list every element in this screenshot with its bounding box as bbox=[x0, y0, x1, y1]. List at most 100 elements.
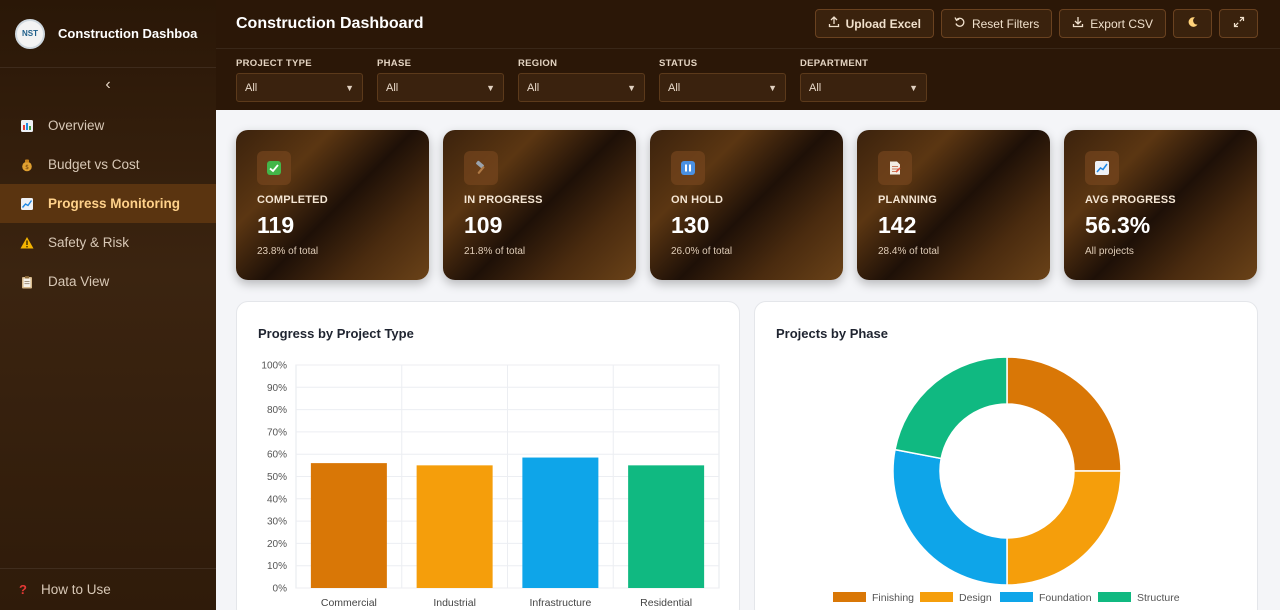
kpi-label: AVG PROGRESS bbox=[1085, 194, 1176, 206]
sidebar-item-label: Budget vs Cost bbox=[48, 157, 140, 172]
check-icon bbox=[257, 151, 291, 185]
department-select[interactable]: All ▼ bbox=[800, 73, 927, 102]
slice-design[interactable] bbox=[1006, 470, 1122, 586]
kpi-row: COMPLETED 119 23.8% of total IN PROGRESS… bbox=[236, 130, 1257, 280]
legend-item-finishing[interactable]: Finishing bbox=[833, 592, 914, 604]
chevron-left-icon: ‹ bbox=[105, 76, 111, 93]
export-csv-button[interactable]: Export CSV bbox=[1059, 9, 1166, 38]
expand-icon bbox=[1233, 16, 1245, 31]
y-tick-label: 10% bbox=[267, 561, 287, 572]
how-to-use-link[interactable]: ? How to Use bbox=[0, 568, 216, 610]
progress-by-type-card: Progress by Project Type 0% 10% 20% 30% 40% 5… bbox=[236, 301, 740, 610]
x-tick-label: Commercial bbox=[321, 597, 377, 609]
kpi-subtext: 21.8% of total bbox=[464, 246, 526, 257]
caret-down-icon: ▼ bbox=[486, 82, 495, 93]
sidebar-item-budget-vs-cost[interactable]: $ Budget vs Cost bbox=[0, 145, 216, 184]
filter-label: STATUS bbox=[659, 58, 698, 69]
select-value: All bbox=[809, 81, 822, 94]
sidebar-item-label: Progress Monitoring bbox=[48, 196, 181, 211]
moon-icon bbox=[1187, 16, 1199, 31]
kpi-subtext: 28.4% of total bbox=[878, 246, 940, 257]
sidebar-item-label: Safety & Risk bbox=[48, 235, 130, 250]
upload-excel-label: Upload Excel bbox=[845, 16, 921, 31]
status-select[interactable]: All ▼ bbox=[659, 73, 786, 102]
collapse-sidebar-button[interactable]: ‹ bbox=[0, 68, 216, 102]
filter-label: PHASE bbox=[377, 58, 412, 69]
y-tick-label: 40% bbox=[267, 494, 287, 505]
fullscreen-button[interactable] bbox=[1219, 9, 1258, 38]
caret-down-icon: ▼ bbox=[909, 82, 918, 93]
kpi-value: 142 bbox=[878, 212, 917, 238]
kpi-card-in-progress: IN PROGRESS 109 21.8% of total bbox=[443, 130, 636, 280]
y-tick-label: 0% bbox=[273, 584, 288, 595]
legend-label: Design bbox=[959, 592, 992, 604]
chart-title: Progress by Project Type bbox=[258, 326, 414, 341]
sidebar-item-data-view[interactable]: Data View bbox=[0, 262, 216, 301]
filter-label: REGION bbox=[518, 58, 558, 69]
kpi-label: COMPLETED bbox=[257, 194, 328, 206]
kpi-subtext: 23.8% of total bbox=[257, 246, 319, 257]
sidebar-item-overview[interactable]: Overview bbox=[0, 106, 216, 145]
app-logo: NST bbox=[15, 18, 45, 49]
chart-title: Projects by Phase bbox=[776, 326, 888, 341]
bar-chart-icon bbox=[19, 118, 35, 134]
filter-status: STATUS All ▼ bbox=[659, 58, 786, 102]
kpi-value: 119 bbox=[257, 212, 295, 238]
kpi-subtext: All projects bbox=[1085, 246, 1134, 257]
y-tick-label: 50% bbox=[267, 472, 287, 483]
x-tick-label: Residential bbox=[640, 597, 692, 609]
y-tick-label: 90% bbox=[267, 383, 287, 394]
filter-label: DEPARTMENT bbox=[800, 58, 869, 69]
kpi-label: ON HOLD bbox=[671, 194, 724, 206]
upload-excel-button[interactable]: Upload Excel bbox=[814, 9, 934, 38]
legend-swatch bbox=[1098, 592, 1131, 602]
brand[interactable]: NST Construction Dashboar bbox=[0, 0, 216, 68]
kpi-value: 109 bbox=[464, 212, 503, 238]
bar-residential[interactable] bbox=[628, 465, 705, 588]
y-tick-label: 70% bbox=[267, 427, 287, 438]
bar-industrial[interactable] bbox=[416, 465, 493, 588]
legend-label: Finishing bbox=[872, 592, 914, 604]
legend-swatch bbox=[1000, 592, 1033, 602]
theme-toggle-button[interactable] bbox=[1173, 9, 1212, 38]
filter-region: REGION All ▼ bbox=[518, 58, 645, 102]
filter-project-type: PROJECT TYPE All ▼ bbox=[236, 58, 363, 102]
reset-filters-button[interactable]: Reset Filters bbox=[940, 9, 1053, 38]
slice-structure[interactable] bbox=[894, 356, 1008, 460]
project-type-select[interactable]: All ▼ bbox=[236, 73, 363, 102]
slice-finishing[interactable] bbox=[1006, 356, 1122, 472]
reset-icon bbox=[954, 16, 966, 31]
sidebar-item-progress-monitoring[interactable]: Progress Monitoring bbox=[0, 184, 216, 223]
reset-filters-label: Reset Filters bbox=[971, 16, 1040, 31]
main-content: COMPLETED 119 23.8% of total IN PROGRESS… bbox=[216, 110, 1280, 610]
legend-item-design[interactable]: Design bbox=[920, 592, 992, 604]
sidebar-item-safety-risk[interactable]: Safety & Risk bbox=[0, 223, 216, 262]
bar-chart: 0% 10% 20% 30% 40% 50% 60% 70% 80% 90% 100% Commerc… bbox=[261, 361, 720, 609]
bar-commercial[interactable] bbox=[310, 463, 387, 588]
bar-infrastructure[interactable] bbox=[522, 457, 599, 588]
phase-select[interactable]: All ▼ bbox=[377, 73, 504, 102]
legend-item-structure[interactable]: Structure bbox=[1098, 592, 1180, 604]
download-icon bbox=[1072, 16, 1084, 31]
caret-down-icon: ▼ bbox=[627, 82, 636, 93]
caret-down-icon: ▼ bbox=[345, 82, 354, 93]
export-csv-label: Export CSV bbox=[1090, 16, 1153, 31]
y-tick-label: 100% bbox=[261, 361, 287, 372]
chart-icon bbox=[1085, 151, 1119, 185]
kpi-value: 56.3% bbox=[1085, 212, 1151, 238]
upload-icon bbox=[828, 16, 840, 31]
legend-item-foundation[interactable]: Foundation bbox=[1000, 592, 1092, 604]
money-bag-icon: $ bbox=[19, 157, 35, 173]
warning-icon bbox=[19, 235, 35, 251]
select-value: All bbox=[668, 81, 681, 94]
sidebar-item-label: Overview bbox=[48, 118, 105, 133]
page-title: Construction Dashboard bbox=[236, 15, 424, 32]
how-to-use-label: How to Use bbox=[40, 582, 111, 597]
slice-foundation[interactable] bbox=[892, 448, 1008, 586]
brand-title: Construction Dashboar bbox=[58, 26, 198, 41]
document-icon bbox=[878, 151, 912, 185]
sidebar-nav: Overview $ Budget vs Cost Progress Monit… bbox=[0, 106, 216, 301]
y-tick-label: 80% bbox=[267, 405, 287, 416]
region-select[interactable]: All ▼ bbox=[518, 73, 645, 102]
y-tick-label: 20% bbox=[267, 539, 287, 550]
